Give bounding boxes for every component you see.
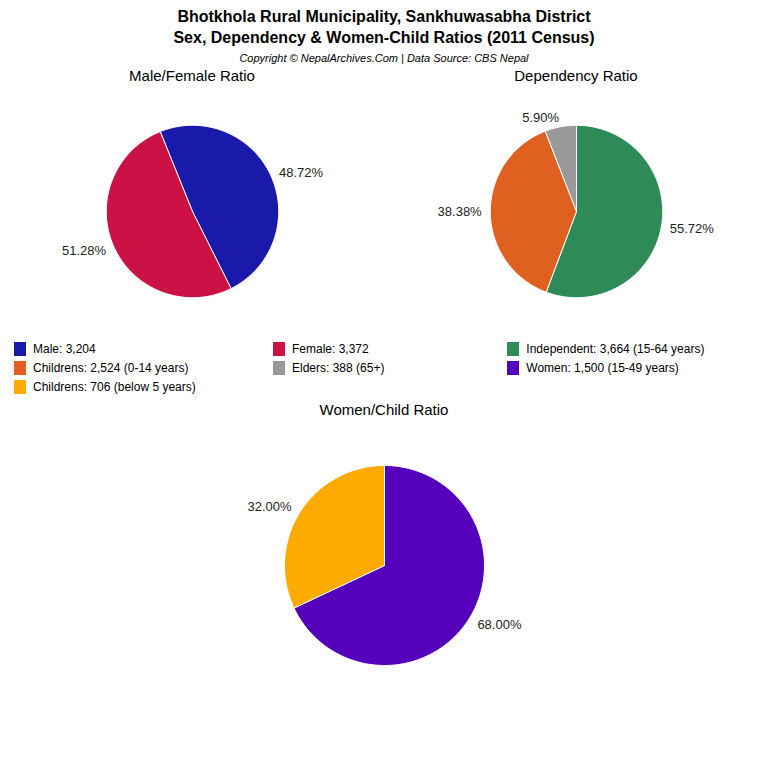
svg-text:51.28%: 51.28% (62, 243, 107, 258)
svg-text:32.00%: 32.00% (248, 499, 293, 514)
html-text:Childrens: 706 (below 5 years): Childrens: 706 (below 5 years) (33, 380, 196, 394)
html-text:Female: 3,372: Female: 3,372 (292, 342, 369, 356)
html-text:Male/Female Ratio: Male/Female Ratio (129, 67, 255, 84)
svg-text:5.90%: 5.90% (522, 110, 559, 125)
html-text:Elders: 388 (65+): Elders: 388 (65+) (292, 361, 385, 375)
html-text:Bhotkhola Rural Municipality,: Bhotkhola Rural Municipality, Sankhuwasa… (177, 8, 591, 25)
html-text:Childrens: 2,524 (0-14 years): Childrens: 2,524 (0-14 years) (33, 361, 189, 375)
html-text:Sex, Dependency & Women-Child: Sex, Dependency & Women-Child Ratios (20… (173, 29, 595, 46)
svg-text:68.00%: 68.00% (477, 617, 522, 632)
html-text:Male: 3,204: Male: 3,204 (33, 342, 96, 356)
svg-text:38.38%: 38.38% (438, 204, 483, 219)
svg-text:48.72%: 48.72% (279, 165, 324, 180)
html-text:Copyright © NepalArchives.Com: Copyright © NepalArchives.Com | Data Sou… (239, 52, 529, 64)
html-text:Women: 1,500 (15-49 years): Women: 1,500 (15-49 years) (526, 361, 679, 375)
html-text:Independent: 3,664 (15-64 year: Independent: 3,664 (15-64 years) (526, 342, 705, 356)
html-text:Dependency Ratio: Dependency Ratio (514, 67, 638, 84)
svg-text:55.72%: 55.72% (670, 221, 715, 236)
html-text:Women/Child Ratio: Women/Child Ratio (319, 401, 449, 418)
